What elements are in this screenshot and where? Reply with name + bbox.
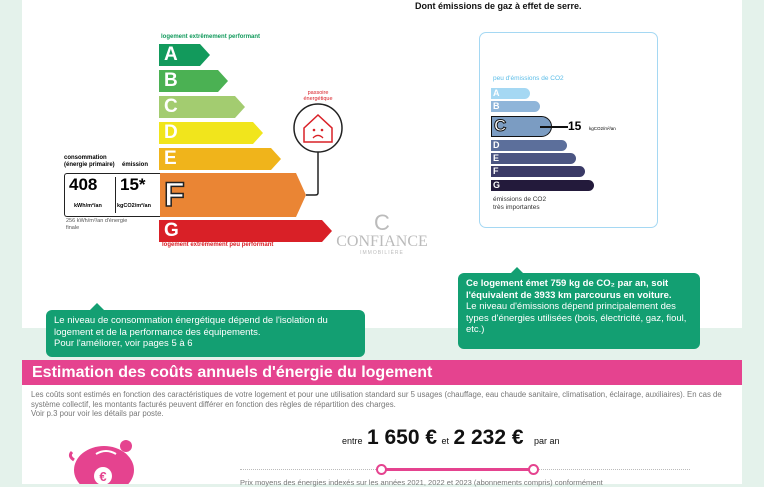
energy-callout: Le niveau de consommation énergétique dé…	[46, 310, 365, 357]
emission-label: émission	[122, 162, 149, 168]
energy-values-box: 408 kWh/m²/an 15* kgCO2/m²/an	[64, 173, 160, 217]
co2-class-c: C	[491, 116, 552, 137]
co2-class-e: E	[491, 153, 576, 164]
emission-value: 15*	[120, 175, 146, 194]
co2-class-a: A	[491, 88, 530, 99]
cost-min-marker	[376, 464, 387, 475]
co2-bottom-label: émissions de CO2 très importantes	[493, 196, 547, 211]
consumption-label: consommation (énergie primaire)	[64, 155, 115, 168]
energy-class-b: B	[159, 70, 228, 92]
co2-box	[479, 32, 658, 228]
ges-heading: Dont émissions de gaz à effet de serre.	[415, 1, 582, 11]
consumption-value: 408	[69, 175, 98, 194]
cost-min: 1 650 €	[366, 426, 438, 449]
values-divider	[115, 177, 116, 213]
svg-text:€: €	[99, 469, 106, 484]
passoire-icon	[293, 103, 343, 196]
co2-value: 15	[568, 119, 582, 133]
co2-class-d: D	[491, 140, 567, 151]
cost-max-marker	[528, 464, 539, 475]
energy-class-e: E	[159, 148, 281, 170]
emission-unit: kgCO2/m²/an	[117, 203, 151, 209]
final-energy: 256 kWh/m²/an d'énergie finale	[66, 218, 128, 231]
cost-range-bar	[382, 468, 534, 471]
cost-max: 2 232 €	[453, 426, 524, 449]
co2-top-label: peu d'émissions de CO2	[493, 75, 564, 82]
co2-class-g: G	[491, 180, 594, 191]
watermark-logo: C CONFIANCE IMMOBILIÈRE	[336, 210, 428, 257]
co2-pointer-line	[540, 126, 568, 128]
energy-class-c: C	[159, 96, 245, 118]
costs-description: Les coûts sont estimés en fonction des c…	[31, 390, 722, 418]
co2-unit: kgCO2/m²/an	[589, 126, 616, 131]
co2-class-f: F	[491, 166, 585, 177]
co2-callout-pointer	[510, 260, 524, 274]
energy-class-g: G	[159, 220, 332, 242]
piggy-bank-euro-icon: €	[68, 440, 134, 484]
costs-footnote: Prix moyens des énergies indexés sur les…	[240, 478, 603, 487]
consumption-unit: kWh/m²/an	[74, 203, 102, 209]
passoire-label: passoire énergétique	[303, 90, 333, 102]
costs-range: entre 1 650 € et 2 232 € par an	[342, 426, 560, 450]
energy-callout-pointer	[90, 296, 104, 310]
per-year-label: par an	[534, 436, 560, 446]
co2-callout: Ce logement émet 759 kg de CO₂ par an, s…	[458, 273, 700, 349]
costs-title: Estimation des coûts annuels d'énergie d…	[22, 360, 742, 385]
energy-class-a: A	[159, 44, 210, 66]
energy-bottom-label: logement extrêmement peu performant	[162, 242, 274, 248]
and-label: et	[441, 436, 450, 446]
co2-class-b: B	[491, 101, 540, 112]
energy-class-f: F	[159, 173, 306, 217]
between-label: entre	[342, 436, 363, 446]
energy-class-d: D	[159, 122, 263, 144]
energy-top-label: logement extrêmement performant	[161, 34, 261, 40]
